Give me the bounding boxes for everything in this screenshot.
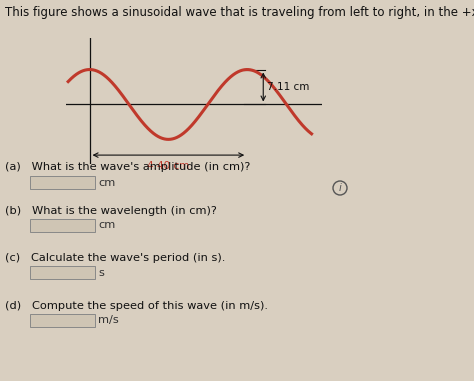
Text: m/s: m/s <box>98 315 119 325</box>
Text: cm: cm <box>98 178 115 187</box>
Text: s: s <box>98 267 104 277</box>
Text: i: i <box>338 183 341 193</box>
Text: 4.40 cm: 4.40 cm <box>147 162 190 171</box>
Text: cm: cm <box>98 221 115 231</box>
FancyBboxPatch shape <box>30 176 95 189</box>
Text: (a)   What is the wave's amplitude (in cm)?: (a) What is the wave's amplitude (in cm)… <box>5 162 250 172</box>
Text: 7.11 cm: 7.11 cm <box>267 82 309 92</box>
Text: (d)   Compute the speed of this wave (in m/s).: (d) Compute the speed of this wave (in m… <box>5 301 268 311</box>
FancyBboxPatch shape <box>30 266 95 279</box>
FancyBboxPatch shape <box>30 314 95 327</box>
Text: (b)   What is the wavelength (in cm)?: (b) What is the wavelength (in cm)? <box>5 206 217 216</box>
Text: This figure shows a sinusoidal wave that is traveling from left to right, in the: This figure shows a sinusoidal wave that… <box>5 6 474 19</box>
FancyBboxPatch shape <box>30 219 95 232</box>
Text: (c)   Calculate the wave's period (in s).: (c) Calculate the wave's period (in s). <box>5 253 225 263</box>
